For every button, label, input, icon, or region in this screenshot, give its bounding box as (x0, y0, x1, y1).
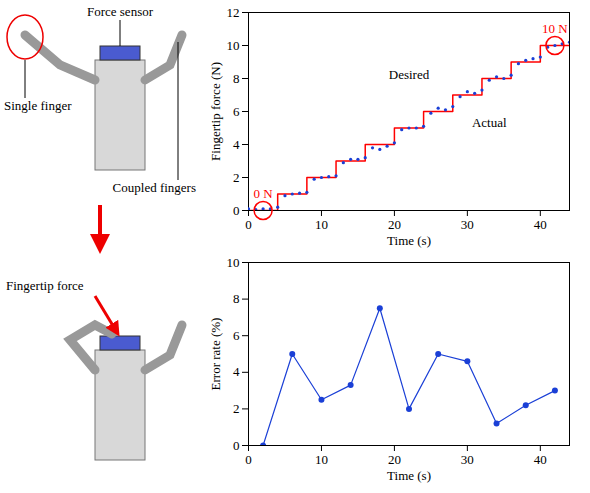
svg-text:10: 10 (227, 255, 240, 270)
svg-text:30: 30 (461, 217, 474, 232)
svg-text:20: 20 (388, 452, 401, 467)
svg-text:Single finger: Single finger (4, 98, 72, 113)
svg-text:Time (s): Time (s) (387, 468, 431, 483)
svg-text:2: 2 (233, 170, 240, 185)
svg-text:Desired: Desired (389, 67, 430, 82)
svg-text:40: 40 (534, 452, 547, 467)
svg-text:0: 0 (233, 203, 240, 218)
svg-text:40: 40 (534, 217, 547, 232)
svg-text:4: 4 (233, 137, 240, 152)
svg-text:10: 10 (315, 217, 328, 232)
svg-text:Error rate (%): Error rate (%) (208, 318, 223, 391)
svg-text:6: 6 (233, 104, 240, 119)
svg-text:20: 20 (388, 217, 401, 232)
svg-text:0 N: 0 N (254, 186, 274, 201)
svg-text:Force sensor: Force sensor (87, 4, 154, 19)
svg-text:0: 0 (245, 452, 252, 467)
svg-text:Fingertip force (N): Fingertip force (N) (208, 62, 223, 161)
svg-text:Actual: Actual (472, 115, 507, 130)
svg-text:12: 12 (227, 5, 240, 20)
svg-text:2: 2 (233, 401, 240, 416)
svg-text:Time (s): Time (s) (387, 233, 431, 248)
svg-text:0: 0 (233, 438, 240, 453)
svg-text:10 N: 10 N (542, 21, 568, 36)
svg-text:Fingertip force: Fingertip force (6, 278, 84, 293)
svg-text:0: 0 (245, 217, 252, 232)
svg-text:10: 10 (315, 452, 328, 467)
svg-text:4: 4 (233, 364, 240, 379)
svg-text:30: 30 (461, 452, 474, 467)
svg-text:10: 10 (227, 38, 240, 53)
svg-text:8: 8 (233, 71, 240, 86)
svg-text:6: 6 (233, 328, 240, 343)
svg-text:Coupled fingers: Coupled fingers (113, 180, 196, 195)
svg-text:8: 8 (233, 291, 240, 306)
